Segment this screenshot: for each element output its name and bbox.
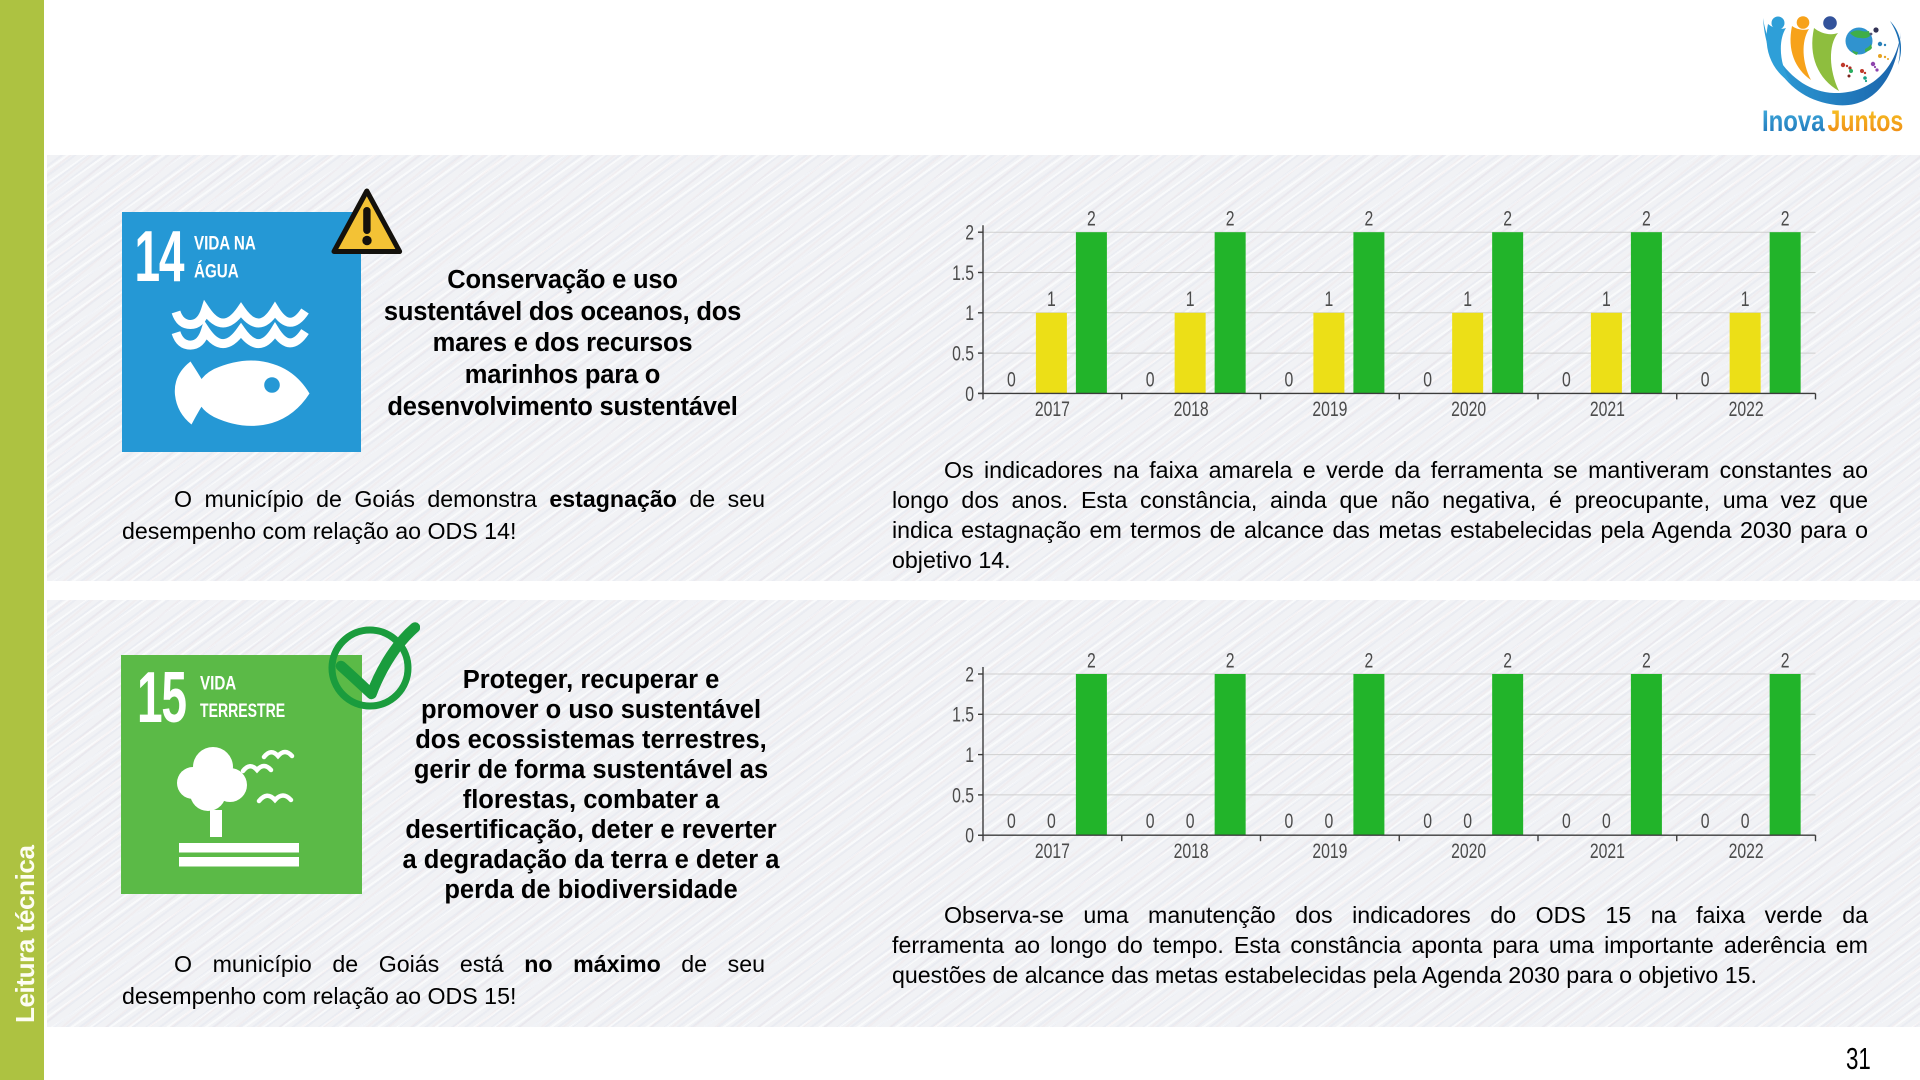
svg-text:2017: 2017 [1035,840,1070,864]
svg-text:1: 1 [965,744,974,768]
svg-text:0: 0 [965,383,974,407]
svg-text:0: 0 [1463,810,1472,834]
svg-text:0: 0 [1423,810,1432,834]
svg-text:0: 0 [1146,810,1155,834]
svg-text:0: 0 [1562,368,1571,392]
svg-text:0: 0 [1325,810,1334,834]
svg-text:2018: 2018 [1174,840,1209,864]
svg-text:0: 0 [1602,810,1611,834]
svg-text:2022: 2022 [1729,398,1764,422]
svg-text:Juntos: Juntos [1828,105,1904,134]
svg-text:2: 2 [1503,207,1512,231]
svg-text:VIDA NA: VIDA NA [194,232,256,254]
svg-text:1: 1 [1463,288,1472,312]
svg-text:2: 2 [1642,649,1651,673]
svg-text:0: 0 [1741,810,1750,834]
svg-text:2020: 2020 [1451,840,1486,864]
svg-text:1: 1 [1602,288,1611,312]
svg-text:2021: 2021 [1590,398,1625,422]
svg-text:VIDA: VIDA [200,672,236,694]
svg-text:14: 14 [135,215,185,296]
svg-text:2: 2 [965,663,974,687]
svg-text:1.5: 1.5 [952,703,974,727]
svg-text:2018: 2018 [1174,398,1209,422]
svg-text:0.5: 0.5 [952,342,974,366]
svg-text:2: 2 [1642,207,1651,231]
svg-text:ÁGUA: ÁGUA [194,260,239,282]
svg-text:0: 0 [1007,368,1016,392]
svg-text:1.5: 1.5 [952,262,974,286]
svg-text:0: 0 [1701,810,1710,834]
svg-text:2019: 2019 [1312,398,1347,422]
svg-text:1: 1 [965,302,974,326]
svg-text:2: 2 [1087,649,1096,673]
svg-text:2: 2 [1503,649,1512,673]
svg-text:1: 1 [1325,288,1334,312]
svg-text:15: 15 [137,656,186,737]
svg-text:TERRESTRE: TERRESTRE [200,700,285,722]
svg-text:2019: 2019 [1312,840,1347,864]
svg-text:Inova: Inova [1762,105,1825,134]
svg-text:2: 2 [1087,207,1096,231]
svg-text:2020: 2020 [1451,398,1486,422]
svg-text:0: 0 [1186,810,1195,834]
svg-text:0: 0 [1423,368,1432,392]
svg-text:0: 0 [1285,368,1294,392]
svg-text:1: 1 [1047,288,1056,312]
svg-text:0: 0 [1047,810,1056,834]
svg-text:2: 2 [1365,207,1374,231]
svg-text:1: 1 [1741,288,1750,312]
svg-text:2022: 2022 [1729,840,1764,864]
svg-text:2: 2 [1226,207,1235,231]
svg-text:0: 0 [1701,368,1710,392]
svg-text:2017: 2017 [1035,398,1070,422]
svg-text:2: 2 [1365,649,1374,673]
svg-text:1: 1 [1186,288,1195,312]
svg-text:2: 2 [1226,649,1235,673]
svg-text:0.5: 0.5 [952,784,974,808]
svg-text:0: 0 [1562,810,1571,834]
svg-text:0: 0 [1007,810,1016,834]
svg-text:2: 2 [1781,207,1790,231]
svg-text:0: 0 [1285,810,1294,834]
svg-text:2021: 2021 [1590,840,1625,864]
svg-text:0: 0 [965,824,974,848]
svg-text:2: 2 [1781,649,1790,673]
svg-text:2: 2 [965,221,974,245]
svg-text:0: 0 [1146,368,1155,392]
